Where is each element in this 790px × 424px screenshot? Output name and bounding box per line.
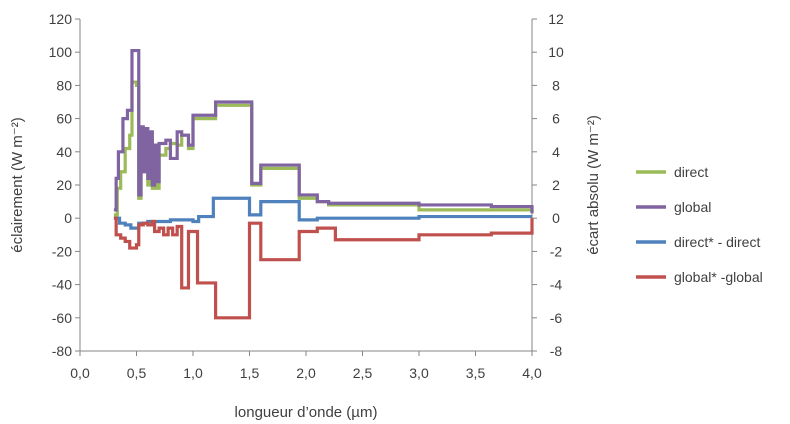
legend-label: direct* - direct bbox=[674, 234, 760, 250]
y-left-tick-label: -20 bbox=[52, 243, 72, 259]
y-left-tick-label: 120 bbox=[49, 11, 73, 27]
x-tick-label: 1,5 bbox=[240, 365, 260, 381]
x-tick-label: 3,5 bbox=[466, 365, 486, 381]
x-tick-label: 2,0 bbox=[296, 365, 316, 381]
y-left-tick-label: 0 bbox=[64, 210, 72, 226]
y-right-tick-label: 0 bbox=[552, 210, 560, 226]
y-left-tick-label: 80 bbox=[56, 77, 72, 93]
axes bbox=[75, 18, 537, 356]
x-tick-label: 3,0 bbox=[409, 365, 429, 381]
x-axis-title: longueur d’onde (µm) bbox=[235, 404, 378, 421]
y-right-tick-label: 10 bbox=[548, 44, 564, 60]
series-line-2 bbox=[113, 196, 532, 230]
y-right-tick-label: 4 bbox=[552, 144, 560, 160]
x-tick-label: 2,5 bbox=[353, 365, 373, 381]
tick-labels: 0,0 0,5 1,0 1,5 2,0 2,5 3,0 3,5 4,0-80-60-40-200… bbox=[49, 11, 564, 381]
legend-label: global* -global bbox=[674, 269, 763, 285]
x-tick-label: 0,5 bbox=[127, 365, 147, 381]
x-tick-label: 4,0 bbox=[522, 365, 542, 381]
legend: direct global direct* - direct global* -glo… bbox=[636, 164, 763, 285]
x-tick-label: 1,0 bbox=[183, 365, 203, 381]
y-right-tick-label: 6 bbox=[552, 111, 560, 127]
legend-label: direct bbox=[674, 164, 708, 180]
y-right-tick-label: 2 bbox=[552, 177, 560, 193]
y-right-tick-label: 12 bbox=[548, 11, 564, 27]
y-right-tick-label: -8 bbox=[550, 343, 563, 359]
y-left-tick-label: -80 bbox=[52, 343, 72, 359]
series-layer bbox=[113, 48, 534, 320]
y-axis-right-title: écart absolu (W m⁻²) bbox=[585, 115, 602, 255]
legend-label: global bbox=[674, 199, 711, 215]
y-left-tick-label: -40 bbox=[52, 277, 72, 293]
y-left-tick-label: 60 bbox=[56, 111, 72, 127]
series-line-3 bbox=[113, 216, 534, 320]
y-left-tick-label: 20 bbox=[56, 177, 72, 193]
y-right-tick-label: 8 bbox=[552, 77, 560, 93]
y-right-tick-label: -6 bbox=[550, 310, 563, 326]
y-left-tick-label: 40 bbox=[56, 144, 72, 160]
y-axis-left-title: éclairement (W m⁻²) bbox=[9, 117, 26, 252]
y-left-tick-label: -60 bbox=[52, 310, 72, 326]
y-right-tick-label: -2 bbox=[550, 243, 563, 259]
x-tick-label: 0,0 bbox=[70, 365, 90, 381]
series-line-1 bbox=[113, 48, 534, 214]
y-left-tick-label: 100 bbox=[49, 44, 73, 60]
y-right-tick-label: -4 bbox=[550, 277, 563, 293]
